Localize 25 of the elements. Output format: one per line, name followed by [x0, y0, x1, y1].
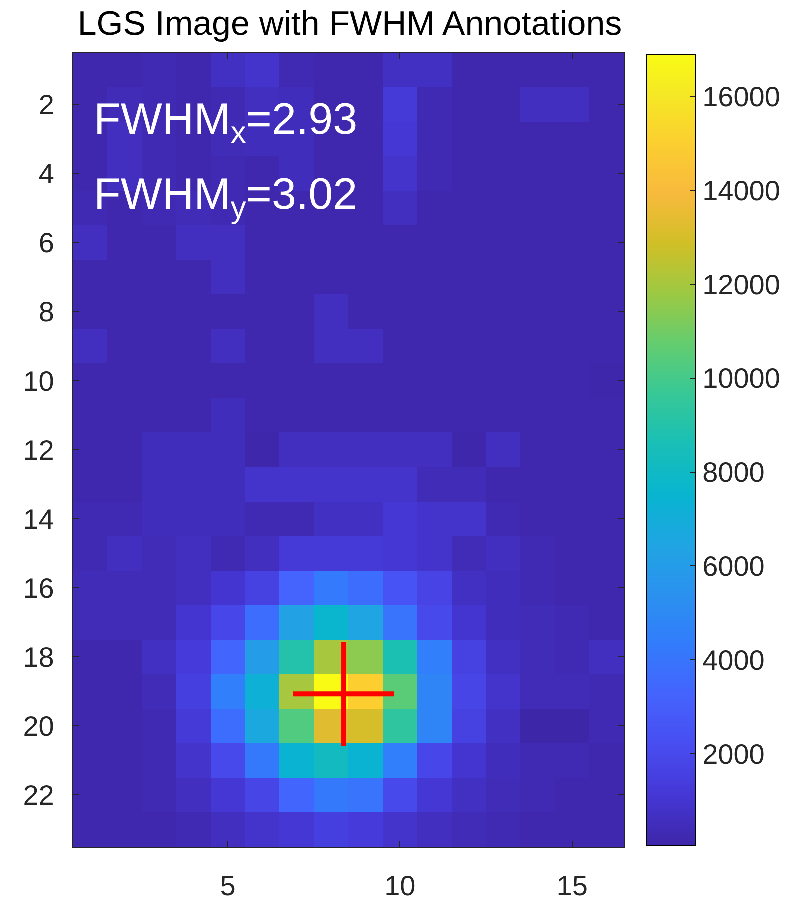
annotation: FWHM$_{y}$=3.02: [94, 170, 358, 226]
y-tick-label: 4: [38, 158, 54, 190]
y-tick-label: 14: [23, 504, 54, 535]
chart-title: LGS Image with FWHM Annotations: [78, 4, 622, 43]
color-bar-label: 4000: [702, 644, 765, 676]
y-tick-label: 2: [38, 90, 54, 121]
y-tick-label: 22: [23, 780, 54, 812]
x-tick-label: 5: [220, 870, 236, 902]
annotation: FWHM$_{x}$=2.93: [94, 95, 358, 150]
x-tick-label: 10: [384, 870, 416, 902]
color-bar-label: 14000: [702, 175, 780, 206]
y-tick-label: 6: [38, 228, 54, 259]
color-bar-label: 2000: [702, 738, 765, 770]
y-tick-label: 10: [23, 366, 54, 397]
color-bar-label: 8000: [702, 457, 765, 488]
color-bar-label: 12000: [702, 269, 780, 300]
color-bar-label: 10000: [702, 363, 780, 394]
y-tick-label: 20: [23, 710, 54, 742]
color-bar-label: 6000: [702, 550, 765, 582]
y-tick-label: 12: [23, 434, 54, 466]
y-tick-label: 18: [23, 642, 54, 673]
x-tick-label: 15: [556, 870, 588, 902]
y-tick-label: 8: [38, 296, 54, 328]
color-bar-label: 16000: [702, 82, 780, 113]
y-tick-label: 16: [23, 572, 54, 604]
